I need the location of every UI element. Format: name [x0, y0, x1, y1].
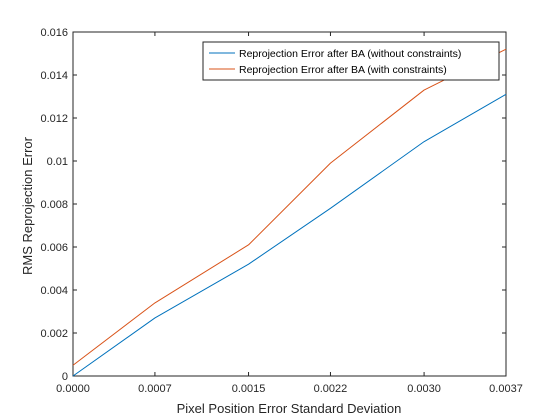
y-axis-ticks: 0 0.002 0.004 0.006 0.008 0.01 0.012 0.014 0.016 [40, 27, 506, 383]
x-axis-label: Pixel Position Error Standard Deviation [177, 401, 402, 416]
legend: Reprojection Error after BA (without con… [202, 41, 500, 81]
series-line-2 [72, 48, 507, 366]
y-tick-label: 0.012 [40, 113, 68, 125]
legend-label-1: Reprojection Error after BA (without con… [239, 48, 461, 60]
series-layer [72, 48, 507, 377]
y-tick-label: 0.016 [40, 27, 68, 39]
x-tick-label: 0.0022 [314, 383, 348, 395]
y-tick-label: 0.01 [47, 156, 68, 168]
x-tick-label: 0.0037 [489, 383, 523, 395]
y-tick-label: 0.014 [40, 70, 68, 82]
x-axis-ticks: 0.0000 0.0007 0.0015 0.0022 0.0030 0.0037 [56, 32, 523, 395]
y-tick-label: 0.002 [40, 328, 68, 340]
y-tick-label: 0.008 [40, 199, 68, 211]
y-tick-label: 0.004 [40, 285, 68, 297]
y-axis-label: RMS Reprojection Error [20, 136, 35, 275]
x-tick-label: 0.0000 [56, 383, 90, 395]
x-tick-label: 0.0015 [232, 383, 266, 395]
legend-box [202, 41, 500, 81]
x-tick-label: 0.0030 [407, 383, 441, 395]
series-line-1 [72, 93, 507, 377]
y-tick-label: 0.006 [40, 242, 68, 254]
legend-label-2: Reprojection Error after BA (with constr… [239, 64, 447, 76]
x-tick-label: 0.0007 [138, 383, 172, 395]
y-tick-label: 0 [62, 371, 68, 383]
